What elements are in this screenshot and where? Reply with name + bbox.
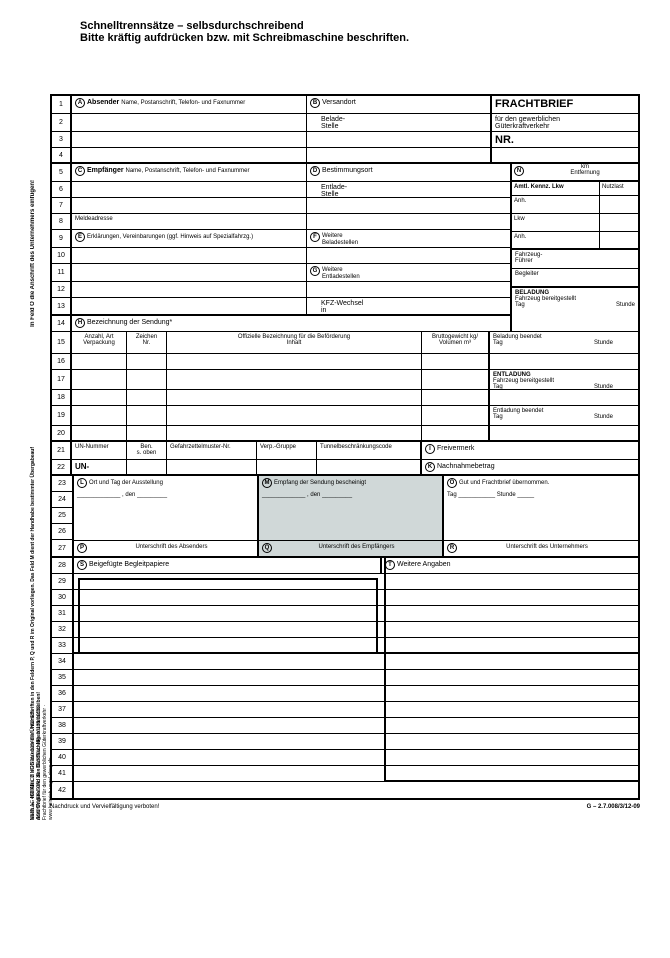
footer-right: G – 2.7.008/3/12-09 — [587, 804, 640, 810]
header-line-1: Schnelltrennsätze – selbsdurchschreibend — [80, 20, 640, 32]
frachtbrief-form: 1 AAbsender Name, Postanschrift, Telefon… — [50, 94, 640, 800]
header-line-2: Bitte kräftig aufdrücken bzw. mit Schrei… — [80, 32, 640, 44]
vertical-text-1: In Feld O die Anschrift des Unternehmers… — [30, 180, 36, 327]
footer-left: Nachdruck und Vervielfältigung verboten! — [50, 804, 159, 810]
vertical-text-3: VERLAG HEINRICH VOGEL • 81549 MÜNCHEN · … — [30, 700, 54, 820]
